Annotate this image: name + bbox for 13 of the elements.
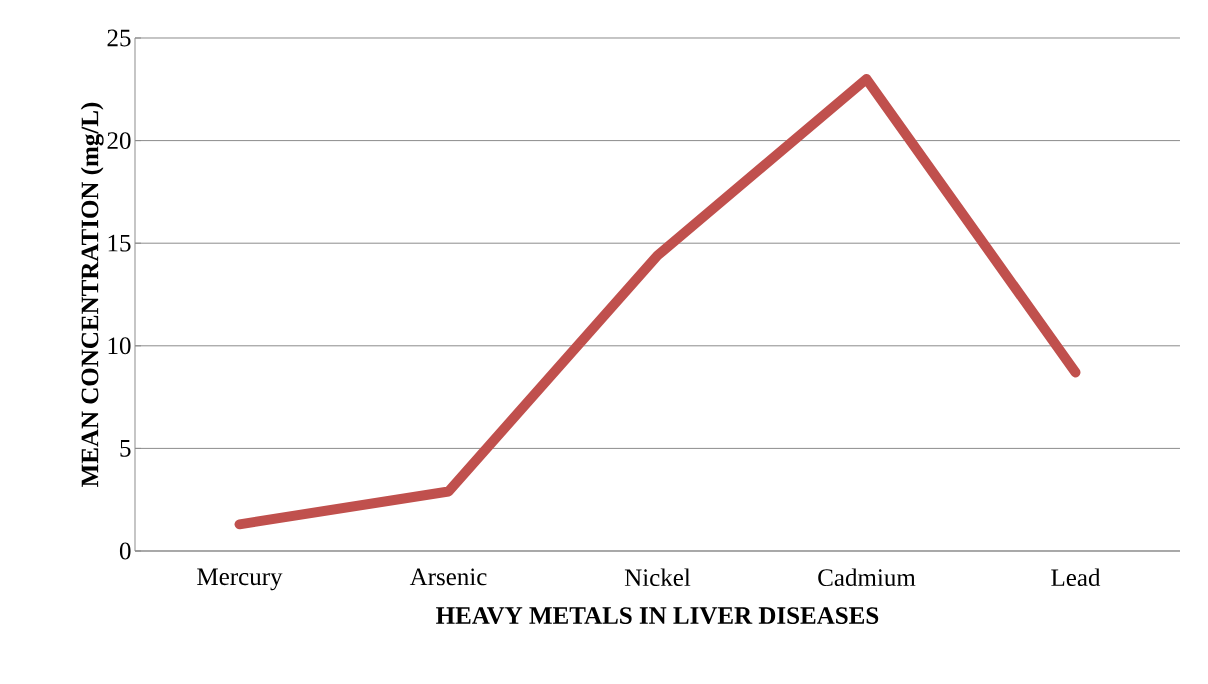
y-tick-label: 0: [119, 542, 131, 560]
y-tick-label: 25: [107, 29, 131, 47]
x-tick-label: Cadmium: [818, 568, 916, 587]
x-tick-label: Arsenic: [409, 568, 487, 586]
y-tick-label: 5: [120, 440, 131, 457]
y-tick-label: 15: [108, 234, 131, 252]
x-tick-label: Lead: [1051, 568, 1101, 587]
x-tick-label: Nickel: [624, 568, 691, 587]
y-tick-label: 20: [107, 132, 131, 150]
y-axis-title: MEAN CONCENTRATION (mg/L): [80, 102, 104, 487]
x-axis-title: HEAVY METALS IN LIVER DISEASES: [436, 607, 879, 625]
x-tick-label: Mercury: [197, 568, 283, 591]
y-tick-label: 10: [108, 337, 131, 355]
